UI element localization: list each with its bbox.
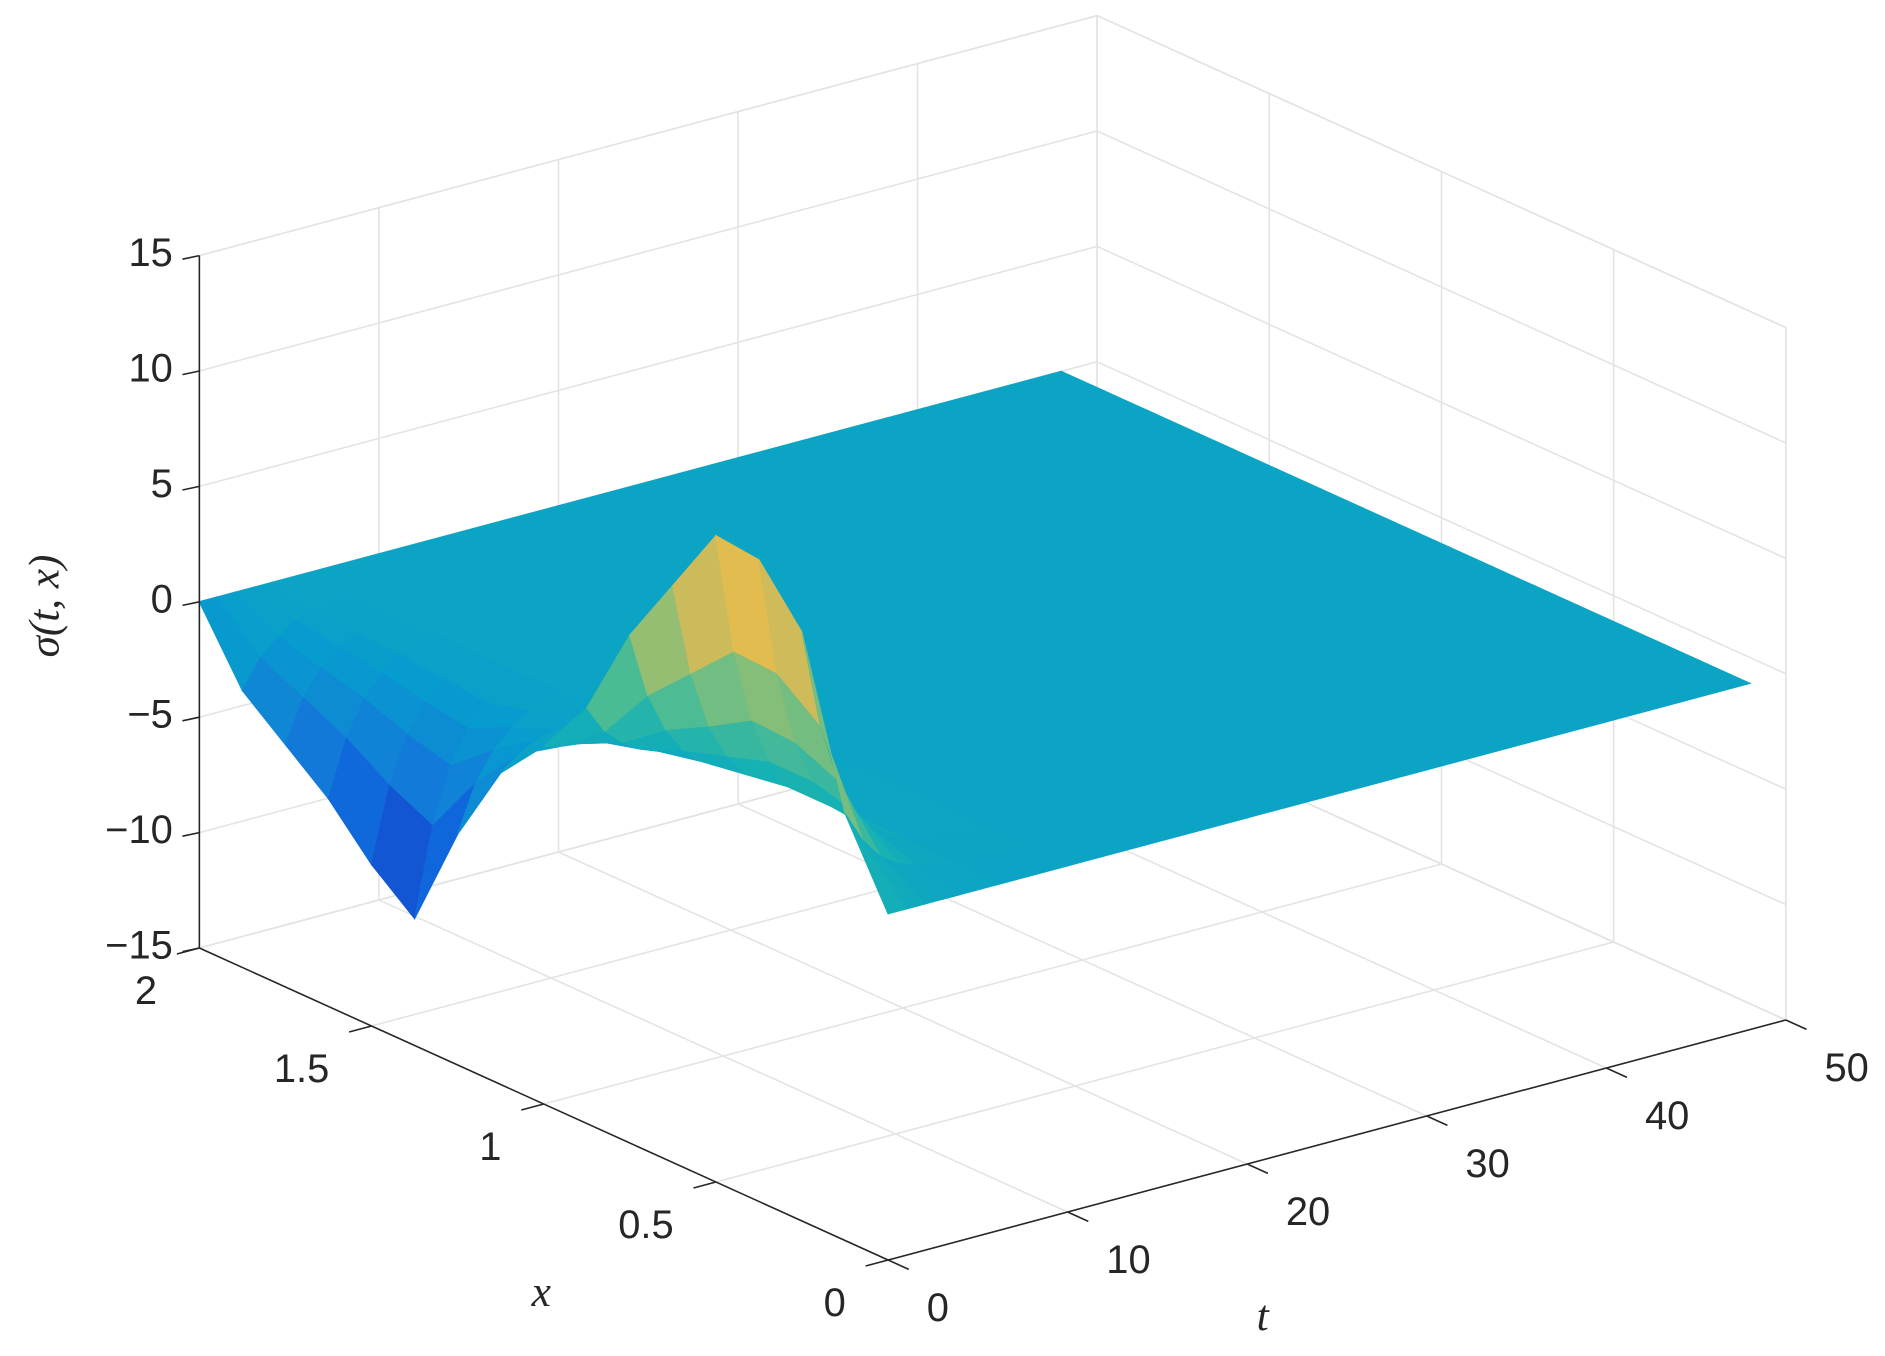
grid-line: [199, 130, 1098, 372]
surface-patch: [844, 813, 908, 915]
t-tick: [1067, 1211, 1089, 1223]
grid-line: [199, 245, 1098, 488]
x-tick: [693, 1181, 717, 1189]
grid-line: [543, 863, 1442, 1105]
z-tick-label: −15: [105, 924, 173, 968]
grid-line: [1096, 361, 1787, 675]
z-tick-label: −5: [127, 693, 172, 737]
z-tick-label: 0: [151, 577, 173, 621]
t-tick-label: 30: [1465, 1142, 1509, 1186]
x-tick-label: 0: [824, 1281, 846, 1325]
t-tick: [1426, 1115, 1448, 1127]
t-tick-label: 40: [1645, 1094, 1689, 1138]
grid-line: [1096, 14, 1787, 329]
x-tick-label: 2: [135, 969, 157, 1013]
z-tick-label: 5: [151, 462, 173, 506]
x-tick-label: 1.5: [274, 1047, 329, 1091]
t-tick: [1785, 1019, 1807, 1031]
z-tick: [182, 716, 200, 722]
z-tick-label: 15: [128, 231, 172, 275]
z-tick-label: 10: [128, 347, 172, 391]
t-tick: [1605, 1067, 1628, 1079]
grid-line: [1096, 245, 1787, 560]
z-tick: [182, 370, 200, 376]
x-axis-label: x: [531, 1268, 551, 1316]
x-axis-line: [199, 947, 889, 1261]
t-axis-line: [887, 1019, 1787, 1261]
plot-area: σ(t, x) x t −15−10−505101500.511.5201020…: [20, 14, 1869, 1340]
grid-layer: [198, 14, 1787, 1261]
z-tick-label: −10: [105, 808, 173, 852]
z-tick: [182, 254, 200, 260]
x-tick-label: 0.5: [618, 1203, 673, 1247]
t-tick: [887, 1259, 910, 1271]
grid-line: [715, 941, 1614, 1183]
t-tick-label: 10: [1106, 1238, 1150, 1282]
t-axis-label: t: [1257, 1292, 1270, 1340]
grid-line: [1096, 130, 1787, 444]
x-tick: [521, 1103, 544, 1111]
t-tick-label: 20: [1286, 1190, 1330, 1234]
x-tick: [176, 947, 200, 955]
z-axis-label: σ(t, x): [20, 555, 68, 658]
x-tick: [865, 1259, 889, 1267]
t-tick-label: 50: [1825, 1046, 1869, 1090]
x-tick: [348, 1025, 372, 1033]
grid-line: [199, 14, 1098, 257]
t-tick: [1246, 1163, 1269, 1175]
z-tick: [182, 601, 200, 607]
z-tick: [182, 831, 200, 837]
t-tick-label: 0: [927, 1286, 949, 1330]
surface-layer: [198, 370, 1752, 920]
z-tick: [182, 485, 200, 491]
x-tick-label: 1: [479, 1125, 501, 1169]
